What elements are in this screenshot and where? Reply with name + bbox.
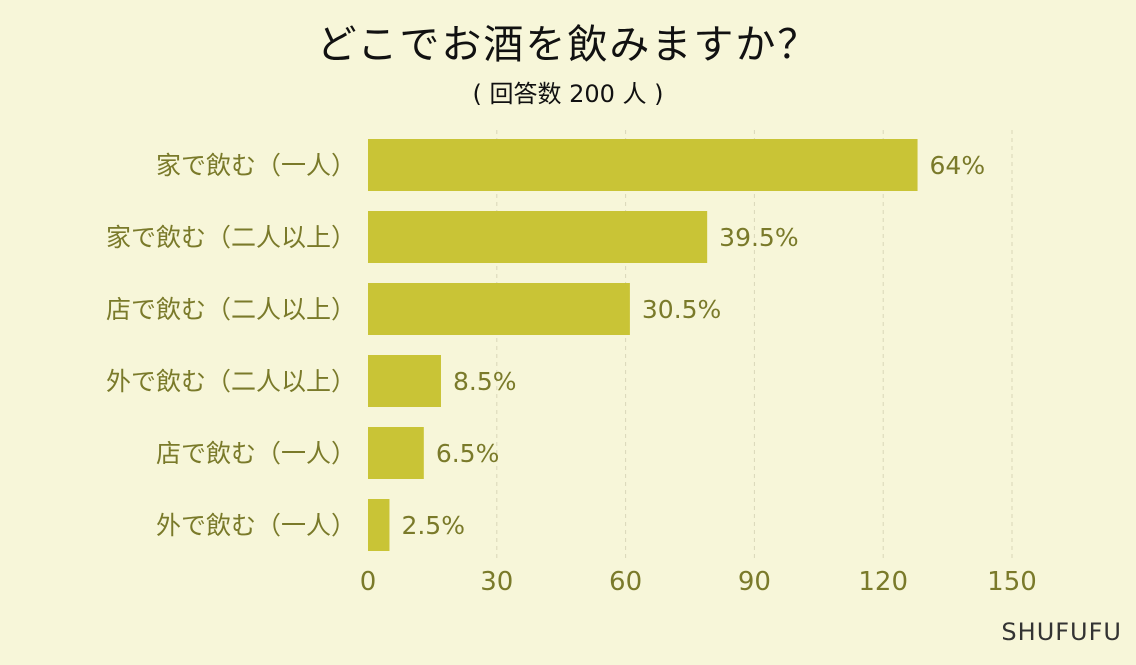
brand-logo: SHUFUFU xyxy=(1001,618,1122,646)
category-label: 家で飲む（二人以上） xyxy=(106,223,356,252)
x-tick-label: 30 xyxy=(480,567,513,597)
bar xyxy=(368,355,441,407)
bar xyxy=(368,139,918,191)
category-label: 店で飲む（一人） xyxy=(156,439,356,468)
category-label: 外で飲む（二人以上） xyxy=(106,367,356,396)
value-label: 8.5% xyxy=(453,367,517,396)
bar xyxy=(368,427,424,479)
value-label: 39.5% xyxy=(719,223,798,252)
x-tick-label: 150 xyxy=(987,567,1037,597)
value-label: 6.5% xyxy=(436,439,500,468)
category-label: 家で飲む（一人） xyxy=(156,151,356,180)
chart-subtitle: ( 回答数 200 人 ) xyxy=(472,80,664,108)
x-tick-label: 120 xyxy=(858,567,908,597)
x-tick-label: 90 xyxy=(738,567,771,597)
category-label: 店で飲む（二人以上） xyxy=(106,295,356,324)
bar xyxy=(368,283,630,335)
value-label: 2.5% xyxy=(401,511,465,540)
chart-title: どこでお酒を飲みますか？ xyxy=(316,22,820,68)
value-label: 64% xyxy=(930,151,986,180)
x-tick-label: 0 xyxy=(360,567,377,597)
category-label: 外で飲む（一人） xyxy=(156,511,356,540)
value-label: 30.5% xyxy=(642,295,721,324)
x-tick-label: 60 xyxy=(609,567,642,597)
bar xyxy=(368,211,708,263)
bar xyxy=(368,499,390,551)
